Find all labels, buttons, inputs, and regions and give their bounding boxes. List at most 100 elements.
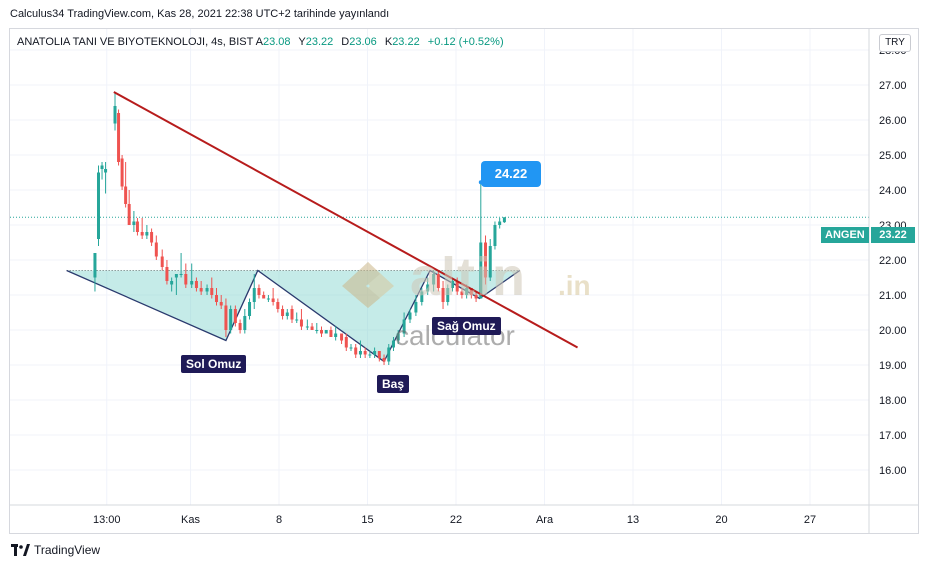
last-price-tag: 23.22 (871, 227, 915, 243)
ohlc-close-key: K (384, 36, 393, 48)
candle-body (257, 288, 261, 295)
candle-body (363, 351, 367, 355)
candle-body (441, 288, 445, 302)
publish-info: Calculus34 TradingView.com, Kas 28, 2021… (10, 8, 390, 20)
candle-body (502, 217, 506, 223)
candle-body (170, 281, 174, 285)
candle-body (320, 330, 324, 334)
candle-body (373, 351, 377, 355)
pattern-fill (66, 270, 520, 362)
ohlc-high-value: 23.22 (305, 36, 334, 48)
candle-body (120, 158, 124, 187)
y-tick-label: 20.00 (879, 325, 907, 337)
candle-body (329, 330, 333, 337)
candle-body (488, 246, 492, 278)
candle-body (214, 295, 218, 302)
candle-body (165, 267, 169, 281)
footer-brand-label: TradingView (34, 543, 101, 557)
x-tick-label: 13 (627, 514, 639, 526)
candle-body (285, 312, 289, 316)
candle-body (408, 312, 412, 320)
candle-body (135, 221, 139, 232)
candle-body (377, 351, 381, 358)
ohlc-open-key: A (255, 36, 263, 48)
chart-frame (9, 28, 919, 534)
y-tick-label: 17.00 (879, 430, 907, 442)
candle-body (450, 281, 454, 288)
candle-body (305, 326, 309, 328)
currency-button[interactable]: TRY (879, 34, 911, 52)
high-price-callout[interactable]: 24.22 (481, 161, 541, 187)
candle-body (132, 221, 136, 225)
candle-body (387, 347, 391, 362)
candle-body (154, 242, 158, 257)
candle-body (124, 186, 128, 204)
resistance-trendline (113, 91, 579, 349)
candle-body (354, 347, 358, 355)
candle-body (368, 354, 372, 356)
candle-body (262, 295, 266, 299)
candle-body (93, 253, 97, 278)
candle-body (310, 326, 314, 330)
x-tick-label: 15 (361, 514, 373, 526)
candle-body (199, 288, 203, 292)
candles (93, 92, 506, 365)
candle-body (243, 316, 247, 330)
candle-body (455, 281, 459, 292)
symbol-legend[interactable]: ANATOLIA TANI VE BIYOTEKNOLOJI, 4s, BIST… (17, 36, 509, 48)
candle-body (436, 274, 440, 288)
candle-body (205, 288, 209, 292)
candle-body (324, 330, 328, 334)
head-label[interactable]: Baş (377, 375, 410, 393)
candle-body (194, 281, 198, 288)
candle-body (484, 242, 488, 278)
x-tick-label: 8 (276, 514, 282, 526)
candle-body (344, 337, 348, 348)
left-shoulder-label[interactable]: Sol Omuz (181, 355, 247, 373)
candle-body (402, 319, 406, 334)
footer-brand[interactable]: TradingView (11, 543, 100, 557)
candle-body (117, 113, 121, 162)
candle-body (479, 242, 483, 299)
y-tick-label: 26.00 (879, 115, 907, 127)
last-price-ticker-tag: ANGEN (821, 227, 869, 243)
x-tick-label: Kas (181, 514, 200, 526)
candle-body (160, 256, 164, 267)
candle-body (315, 330, 319, 331)
ohlc-open-value: 23.08 (262, 36, 291, 48)
candle-body (229, 309, 233, 330)
candle-body (460, 291, 464, 295)
y-tick-label: 18.00 (879, 395, 907, 407)
candle-body (127, 204, 131, 225)
candle-body (281, 309, 285, 316)
symbol-name: ANATOLIA TANI VE BIYOTEKNOLOJI, 4s, BIST (17, 36, 254, 48)
x-tick-label: Ara (536, 514, 554, 526)
y-tick-label: 21.00 (879, 290, 907, 302)
candle-body (358, 351, 362, 355)
candle-body (420, 291, 424, 302)
y-tick-label: 22.00 (879, 255, 907, 267)
candle-body (190, 281, 194, 285)
candle-body (396, 333, 400, 341)
candle-body (498, 221, 502, 225)
x-tick-label: 22 (450, 514, 462, 526)
candle-body (391, 340, 395, 348)
candle-body (233, 309, 237, 323)
candle-body (184, 274, 188, 285)
candle-body (295, 319, 299, 321)
candle-body (340, 333, 344, 341)
candle-body (179, 274, 183, 275)
candle-body (432, 274, 436, 285)
y-tick-label: 16.00 (879, 465, 907, 477)
candle-body (145, 232, 149, 236)
ohlc-high-key: Y (298, 36, 306, 48)
candle-body (474, 295, 478, 299)
candle-body (150, 232, 154, 243)
right-shoulder-label[interactable]: Sağ Omuz (432, 317, 501, 335)
candle-body (96, 172, 100, 239)
candle-body (224, 305, 228, 330)
candle-body (469, 288, 473, 295)
candle-body (113, 106, 117, 124)
x-tick-label: 13:00 (93, 514, 121, 526)
